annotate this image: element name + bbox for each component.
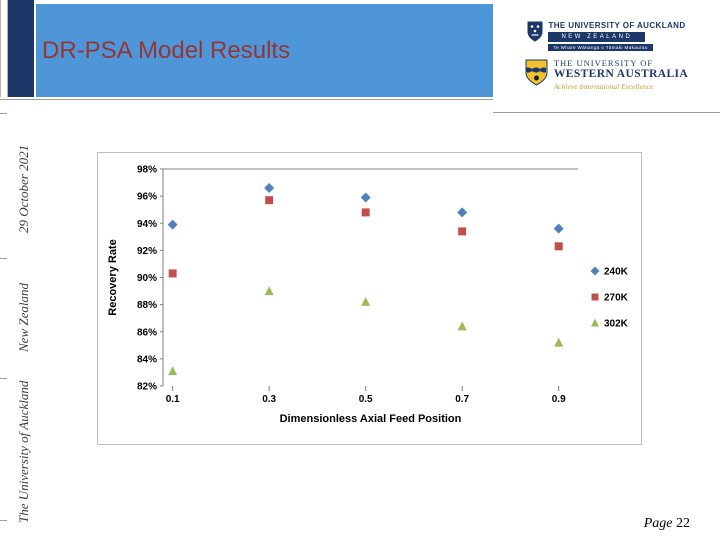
svg-text:0.7: 0.7 [455,394,469,405]
svg-text:94%: 94% [137,219,157,230]
svg-text:0.1: 0.1 [166,394,180,405]
uwa-crest-icon [525,59,548,91]
uwa-tagline: Achieve International Excellence [553,82,654,91]
svg-text:82%: 82% [137,382,157,393]
svg-text:302K: 302K [604,319,629,330]
uoa-logo: THE UNIVERSITY OF AUCKLAND NEW ZEALAND T… [527,21,685,51]
sidebar-divider [0,258,7,259]
svg-text:Dimensionless Axial Feed Posit: Dimensionless Axial Feed Position [280,413,462,425]
uoa-name: THE UNIVERSITY OF AUCKLAND [548,21,686,30]
uoa-crest-icon [527,21,543,47]
logo-area: THE UNIVERSITY OF AUCKLAND NEW ZEALAND T… [493,0,720,113]
uoa-country-banner: NEW ZEALAND [548,32,646,42]
sidebar-university: The University of Auckland [16,380,31,523]
uoa-text-column: THE UNIVERSITY OF AUCKLAND NEW ZEALAND T… [548,21,685,51]
uwa-name-line2: WESTERN AUSTRALIA [553,68,689,80]
svg-text:240K: 240K [604,267,629,278]
slide-title: DR-PSA Model Results [42,36,291,64]
page-label: Page [643,516,673,531]
left-edge-strip [0,0,8,97]
sidebar-divider [0,113,7,114]
recovery-chart-svg: 98% 96% 94% 92% 90% 88% 86% 84% 82% 0.1 0.3 0.5 0.7 0… [107,165,629,426]
uwa-logo: THE UNIVERSITY OF WESTERN AUSTRALIA Achi… [525,58,688,91]
uoa-maori-banner: Te Whare Wānanga o Tāmaki Makaurau [548,44,653,51]
svg-text:0.5: 0.5 [359,394,373,405]
svg-text:90%: 90% [137,273,157,284]
svg-text:96%: 96% [137,192,157,203]
sidebar-divider [0,520,7,521]
header-accent-bar [8,0,34,97]
svg-text:84%: 84% [137,354,157,365]
sidebar-divider [0,378,7,379]
chart-panel: 98% 96% 94% 92% 90% 88% 86% 84% 82% 0.1 0.3 0.5 0.7 0… [97,152,642,445]
svg-text:Recovery Rate: Recovery Rate [107,239,119,315]
uwa-text-column: THE UNIVERSITY OF WESTERN AUSTRALIA Achi… [554,58,688,91]
svg-text:0.3: 0.3 [262,394,276,405]
sidebar-date: 29 October 2021 [16,144,31,233]
banner-underline [0,99,493,100]
svg-text:270K: 270K [604,293,629,304]
svg-text:86%: 86% [137,327,157,338]
svg-text:92%: 92% [137,246,157,257]
uwa-name-line1: THE UNIVERSITY OF [553,58,654,68]
page-number: Page 22 [644,516,690,532]
title-banner: DR-PSA Model Results [36,4,493,97]
sidebar-country: New Zealand [16,283,31,352]
svg-text:0.9: 0.9 [552,394,566,405]
page-value: 22 [676,516,690,531]
svg-text:88%: 88% [137,300,157,311]
svg-text:98%: 98% [137,165,157,176]
